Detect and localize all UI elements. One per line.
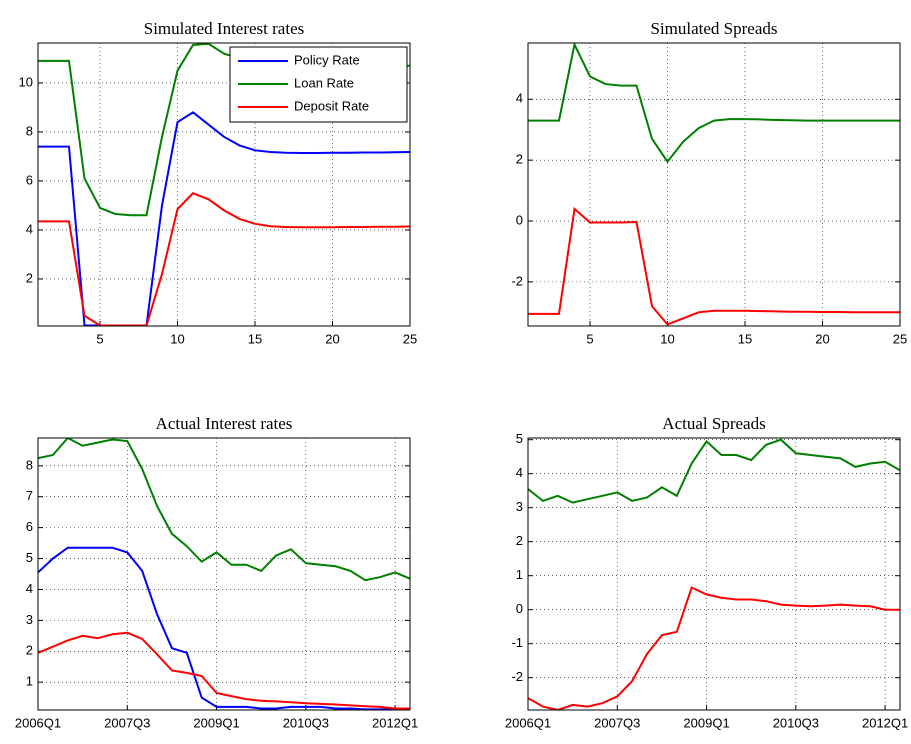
series-line bbox=[528, 43, 900, 164]
series-line bbox=[528, 586, 900, 710]
axes-box bbox=[37, 437, 411, 711]
legend-label: Deposit Rate bbox=[294, 98, 369, 113]
x-tick-label: 5 bbox=[586, 331, 593, 346]
x-tick-label: 2010Q3 bbox=[773, 715, 819, 730]
chart-title: Simulated Interest rates bbox=[144, 19, 305, 38]
y-tick-label: 4 bbox=[516, 465, 523, 480]
y-tick-label: 2 bbox=[516, 533, 523, 548]
y-tick-label: 5 bbox=[26, 550, 33, 565]
x-tick-label: 20 bbox=[815, 331, 829, 346]
y-tick-label: -2 bbox=[511, 273, 523, 288]
panel: Actual Spreads -2 -1 0 1 2 3 4 5 2006Q1 2007Q3 2009… bbox=[505, 414, 908, 731]
series-line bbox=[38, 438, 410, 582]
y-tick-label: 4 bbox=[26, 581, 33, 596]
y-tick-label: -1 bbox=[511, 635, 523, 650]
y-tick-label: 1 bbox=[26, 674, 33, 689]
series-line bbox=[528, 438, 900, 504]
x-tick-label: 15 bbox=[738, 331, 752, 346]
legend-label: Policy Rate bbox=[294, 52, 360, 67]
y-tick-label: 2 bbox=[516, 152, 523, 167]
lines bbox=[38, 438, 410, 710]
y-tick-label: 3 bbox=[26, 612, 33, 627]
x-tick-label: 25 bbox=[893, 331, 907, 346]
x-tick-label: 2009Q1 bbox=[193, 715, 239, 730]
y-tick-label: -2 bbox=[511, 669, 523, 684]
legend-label: Loan Rate bbox=[294, 75, 354, 90]
y-tick-label: 4 bbox=[516, 91, 523, 106]
lines bbox=[528, 438, 900, 710]
y-tick-label: 6 bbox=[26, 519, 33, 534]
x-tick-label: 10 bbox=[170, 331, 184, 346]
y-tick-label: 6 bbox=[26, 172, 33, 187]
plot-area bbox=[528, 43, 900, 326]
y-tick-label: 3 bbox=[516, 499, 523, 514]
y-tick-label: 4 bbox=[26, 221, 33, 236]
y-tick-label: 10 bbox=[19, 74, 33, 89]
x-tick-label: 2012Q1 bbox=[862, 715, 908, 730]
x-tick-label: 2009Q1 bbox=[683, 715, 729, 730]
x-tick-label: 10 bbox=[660, 331, 674, 346]
x-tick-label: 2010Q3 bbox=[283, 715, 329, 730]
y-tick-label: 8 bbox=[26, 123, 33, 138]
x-tick-label: 5 bbox=[96, 331, 103, 346]
x-tick-label: 15 bbox=[248, 331, 262, 346]
axes-box bbox=[527, 42, 901, 327]
chart-title: Simulated Spreads bbox=[650, 19, 777, 38]
plot-area bbox=[38, 438, 410, 710]
x-tick-label: 2006Q1 bbox=[15, 715, 61, 730]
y-tick-label: 0 bbox=[516, 601, 523, 616]
series-line bbox=[38, 631, 410, 710]
y-tick-label: 7 bbox=[26, 488, 33, 503]
x-tick-label: 20 bbox=[325, 331, 339, 346]
x-tick-label: 2007Q3 bbox=[594, 715, 640, 730]
y-tick-label: 5 bbox=[516, 431, 523, 446]
plot-area bbox=[528, 438, 900, 710]
panel: Simulated Spreads -2 0 2 4 5 10 15 20 25 bbox=[511, 19, 907, 347]
series-line bbox=[38, 546, 410, 710]
chart-title: Actual Interest rates bbox=[156, 414, 293, 433]
series-line bbox=[528, 206, 900, 326]
y-tick-label: 2 bbox=[26, 643, 33, 658]
axes-box bbox=[37, 42, 411, 327]
y-tick-label: 1 bbox=[516, 567, 523, 582]
lines bbox=[528, 43, 900, 326]
chart-title: Actual Spreads bbox=[662, 414, 765, 433]
panel: Simulated Interest rates 2 4 6 8 10 5 10 15 20 25 P… bbox=[19, 19, 418, 347]
y-tick-label: 8 bbox=[26, 457, 33, 472]
x-tick-label: 2007Q3 bbox=[104, 715, 150, 730]
y-tick-label: 2 bbox=[26, 270, 33, 285]
x-tick-label: 2012Q1 bbox=[372, 715, 418, 730]
axes-box bbox=[527, 437, 901, 711]
x-tick-label: 25 bbox=[403, 331, 417, 346]
x-tick-label: 2006Q1 bbox=[505, 715, 551, 730]
panel: Actual Interest rates 1 2 3 4 5 6 7 8 2006Q1 2007Q… bbox=[15, 414, 418, 731]
y-tick-label: 0 bbox=[516, 212, 523, 227]
